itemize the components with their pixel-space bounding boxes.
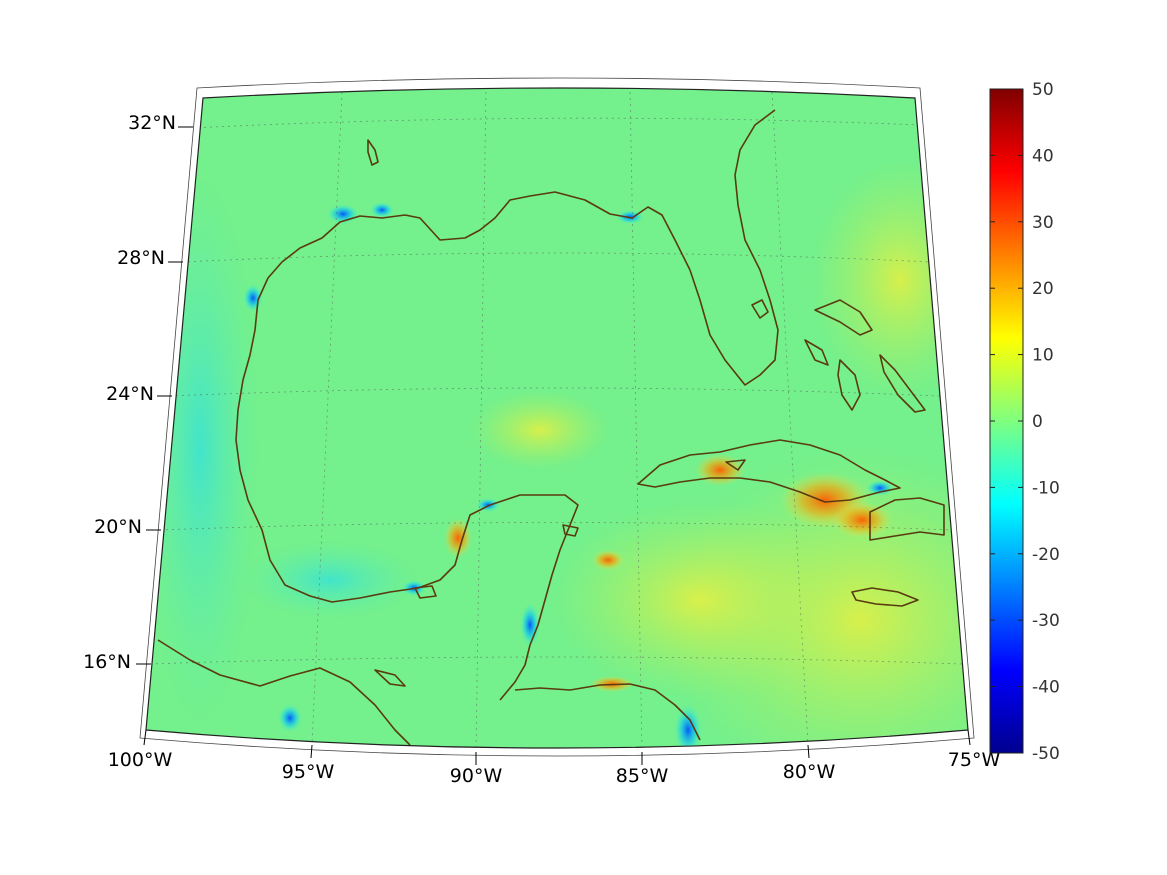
colorbar-tick-label: -40 — [1032, 678, 1060, 698]
lon-tick-label: 90°W — [450, 765, 503, 787]
lon-ticks: 100°W 95°W 90°W 85°W 80°W 75°W — [108, 729, 1001, 787]
lon-tick-label: 85°W — [616, 765, 669, 787]
colorbar-tick-label: 10 — [1032, 346, 1054, 366]
colorbar-tick-label: 30 — [1032, 213, 1054, 233]
coastlines — [157, 109, 945, 746]
lon-tick-label: 95°W — [282, 761, 335, 783]
map-frame — [145, 87, 969, 749]
colorbar-tick-label: 50 — [1032, 80, 1054, 100]
colorbar-tick-label: 0 — [1032, 412, 1043, 432]
colorbar-ticks: 50 40 30 20 10 0 -10 -20 -30 -40 -50 — [990, 80, 1060, 764]
colorbar-tick-label: -50 — [1032, 744, 1060, 764]
lat-tick-label: 20°N — [94, 516, 142, 538]
lon-tick-label: 100°W — [108, 749, 173, 771]
lon-tick-label: 80°W — [783, 761, 836, 783]
lat-tick-label: 28°N — [117, 247, 165, 269]
graticule — [149, 88, 963, 748]
colorbar-tick-label: 20 — [1032, 279, 1054, 299]
lon-tick-label: 75°W — [948, 749, 1001, 771]
lat-ticks: 32°N 28°N 24°N 20°N 16°N — [83, 112, 193, 673]
colorbar-tick-label: 40 — [1032, 146, 1054, 166]
lat-tick-label: 24°N — [106, 383, 154, 405]
colorbar-tick-label: -20 — [1032, 545, 1060, 565]
map-frame-outer — [139, 77, 975, 757]
lat-tick-label: 32°N — [128, 112, 176, 134]
colorbar: 50 40 30 20 10 0 -10 -20 -30 -40 -50 — [989, 80, 1060, 764]
colorbar-tick-label: -30 — [1032, 611, 1060, 631]
lat-tick-label: 16°N — [83, 651, 131, 673]
colorbar-tick-label: -10 — [1032, 478, 1060, 498]
